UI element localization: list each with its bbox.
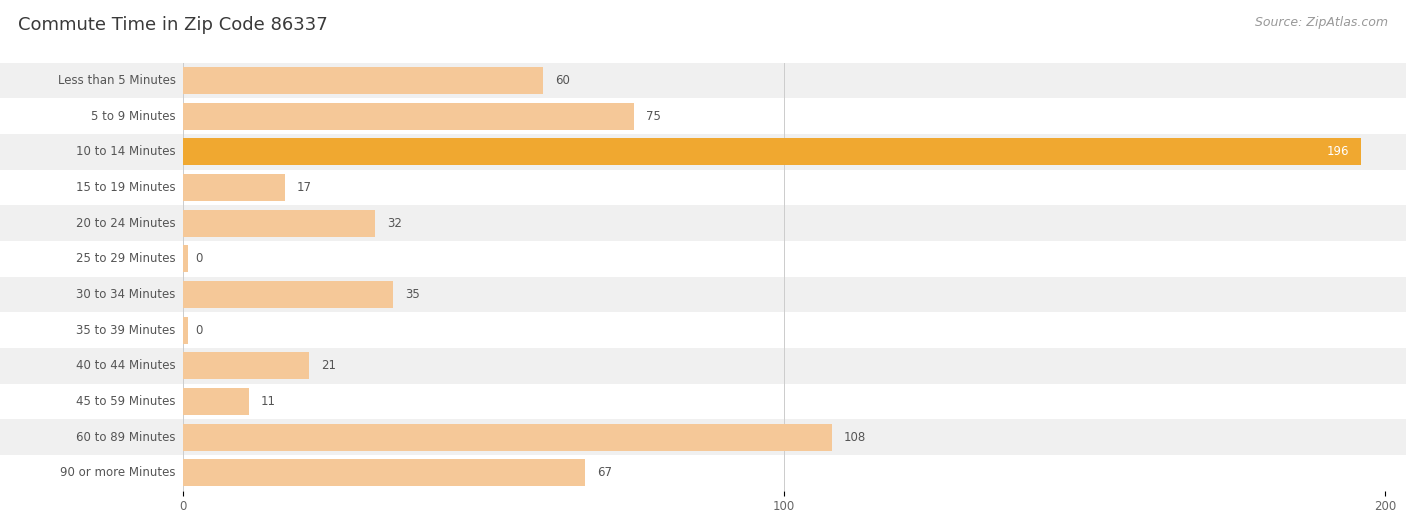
- Bar: [0, 419, 1406, 455]
- Text: 35 to 39 Minutes: 35 to 39 Minutes: [76, 324, 176, 337]
- Bar: [183, 67, 544, 94]
- Bar: [183, 424, 832, 450]
- Text: 108: 108: [844, 431, 866, 444]
- Text: 21: 21: [321, 359, 336, 372]
- Text: Commute Time in Zip Code 86337: Commute Time in Zip Code 86337: [18, 16, 328, 33]
- Bar: [0, 170, 1406, 205]
- Text: 60: 60: [555, 74, 571, 87]
- Bar: [183, 388, 249, 415]
- Text: 45 to 59 Minutes: 45 to 59 Minutes: [76, 395, 176, 408]
- Bar: [183, 317, 187, 343]
- Text: 60 to 89 Minutes: 60 to 89 Minutes: [76, 431, 176, 444]
- Bar: [183, 459, 585, 486]
- Bar: [183, 210, 375, 236]
- Bar: [0, 98, 1406, 134]
- Text: 196: 196: [1326, 145, 1348, 158]
- Bar: [0, 241, 1406, 277]
- Text: 17: 17: [297, 181, 312, 194]
- Bar: [183, 245, 187, 272]
- Bar: [0, 134, 1406, 170]
- Text: 15 to 19 Minutes: 15 to 19 Minutes: [76, 181, 176, 194]
- Bar: [183, 281, 394, 308]
- Bar: [0, 63, 1406, 98]
- Text: Source: ZipAtlas.com: Source: ZipAtlas.com: [1254, 16, 1388, 29]
- Text: 5 to 9 Minutes: 5 to 9 Minutes: [91, 110, 176, 123]
- Text: 20 to 24 Minutes: 20 to 24 Minutes: [76, 217, 176, 230]
- Bar: [183, 352, 309, 379]
- Text: Less than 5 Minutes: Less than 5 Minutes: [58, 74, 176, 87]
- Bar: [0, 277, 1406, 312]
- Text: 0: 0: [195, 324, 202, 337]
- Text: 0: 0: [195, 252, 202, 265]
- Text: 35: 35: [405, 288, 420, 301]
- Text: 90 or more Minutes: 90 or more Minutes: [60, 466, 176, 479]
- Bar: [183, 103, 634, 129]
- Bar: [183, 138, 1361, 165]
- Bar: [0, 312, 1406, 348]
- Text: 25 to 29 Minutes: 25 to 29 Minutes: [76, 252, 176, 265]
- Text: 30 to 34 Minutes: 30 to 34 Minutes: [76, 288, 176, 301]
- Bar: [0, 455, 1406, 491]
- Text: 32: 32: [387, 217, 402, 230]
- Text: 40 to 44 Minutes: 40 to 44 Minutes: [76, 359, 176, 372]
- Bar: [0, 348, 1406, 384]
- Text: 67: 67: [598, 466, 613, 479]
- Text: 11: 11: [262, 395, 276, 408]
- Bar: [0, 384, 1406, 419]
- Bar: [183, 174, 285, 201]
- Bar: [0, 205, 1406, 241]
- Text: 10 to 14 Minutes: 10 to 14 Minutes: [76, 145, 176, 158]
- Text: 75: 75: [645, 110, 661, 123]
